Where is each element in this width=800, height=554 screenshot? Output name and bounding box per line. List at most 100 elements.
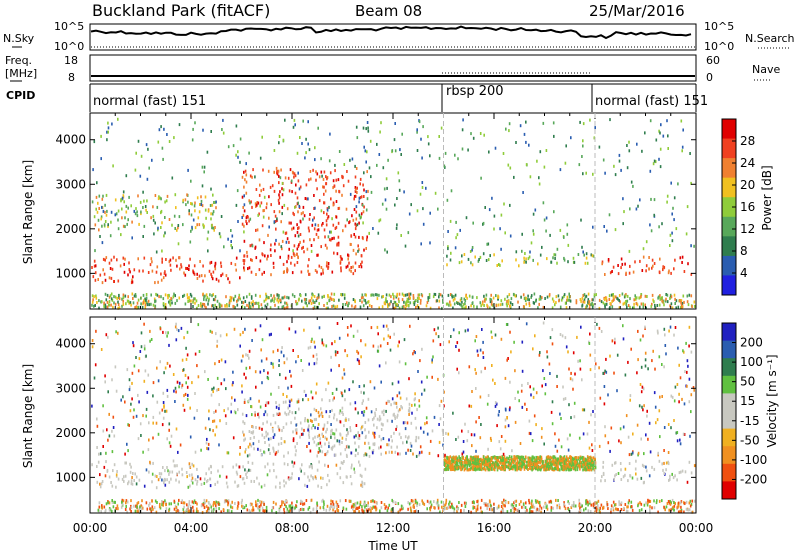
echo-cell xyxy=(254,302,256,305)
echo-cell xyxy=(673,218,675,222)
echo-cell xyxy=(476,507,479,511)
echo-cell xyxy=(191,138,194,142)
echo-cell xyxy=(620,266,622,270)
echo-cell xyxy=(609,271,612,275)
echo-cell xyxy=(388,400,391,404)
echo-cell xyxy=(190,213,193,217)
echo-cell xyxy=(210,217,212,221)
echo-cell xyxy=(440,500,443,504)
echo-cell xyxy=(259,183,261,187)
echo-cell xyxy=(278,508,281,512)
echo-cell xyxy=(393,300,396,304)
echo-cell xyxy=(283,361,286,365)
echo-cell xyxy=(444,151,447,155)
echo-cell xyxy=(491,508,494,512)
echo-cell xyxy=(136,301,139,305)
echo-cell xyxy=(354,186,357,189)
echo-cell xyxy=(404,435,407,439)
echo-cell xyxy=(106,138,108,142)
echo-cell xyxy=(128,195,130,199)
echo-cell xyxy=(355,217,358,221)
noise-left-tick-top: 10^5 xyxy=(54,20,84,33)
echo-cell xyxy=(523,465,525,469)
echo-cell xyxy=(249,468,252,472)
echo-cell xyxy=(592,172,594,176)
echo-cell xyxy=(277,300,280,304)
echo-cell xyxy=(636,142,638,146)
echo-cell xyxy=(654,160,657,164)
echo-cell xyxy=(104,210,106,214)
echo-cell xyxy=(188,462,191,466)
echo-cell xyxy=(307,226,310,230)
echo-cell xyxy=(590,456,593,460)
echo-cell xyxy=(162,276,165,280)
echo-cell xyxy=(453,465,456,469)
echo-cell xyxy=(504,231,506,235)
echo-cell xyxy=(690,510,693,514)
echo-cell xyxy=(210,471,212,475)
echo-cell xyxy=(314,475,317,479)
echo-cell xyxy=(122,499,125,503)
echo-cell xyxy=(91,303,93,307)
echo-cell xyxy=(230,229,232,232)
echo-cell xyxy=(323,192,325,196)
echo-cell xyxy=(342,506,345,510)
echo-cell xyxy=(373,505,375,509)
echo-cell xyxy=(363,145,365,149)
echo-cell xyxy=(450,251,452,255)
echo-cell xyxy=(273,189,276,193)
echo-cell xyxy=(546,460,549,464)
echo-cell xyxy=(609,302,611,306)
echo-cell xyxy=(474,455,476,459)
echo-cell xyxy=(464,302,466,306)
echo-cell xyxy=(689,499,692,503)
echo-cell xyxy=(233,305,235,309)
echo-cell xyxy=(499,303,502,307)
echo-cell xyxy=(541,461,544,465)
echo-cell xyxy=(192,505,194,509)
echo-cell xyxy=(99,482,101,486)
echo-cell xyxy=(404,306,407,310)
echo-cell xyxy=(437,506,440,510)
colorbar-swatch-2 xyxy=(722,158,736,179)
echo-cell xyxy=(272,429,274,433)
echo-cell xyxy=(131,220,133,224)
echo-cell xyxy=(267,254,269,258)
echo-cell xyxy=(403,190,405,194)
echo-cell xyxy=(101,205,103,209)
echo-cell xyxy=(164,469,166,473)
echo-cell xyxy=(176,299,178,303)
echo-cell xyxy=(505,460,508,464)
echo-cell xyxy=(188,502,190,506)
echo-cell xyxy=(256,203,258,207)
echo-cell xyxy=(508,461,511,465)
echo-cell xyxy=(277,198,280,202)
echo-cell xyxy=(564,301,567,305)
echo-cell xyxy=(555,460,557,464)
echo-cell xyxy=(246,295,248,299)
echo-cell xyxy=(174,193,177,197)
echo-cell xyxy=(183,293,186,297)
echo-cell xyxy=(313,194,315,197)
echo-cell xyxy=(133,479,135,482)
echo-cell xyxy=(426,421,428,425)
echo-cell xyxy=(470,261,472,265)
echo-cell xyxy=(401,132,403,136)
echo-cell xyxy=(231,246,233,250)
echo-cell xyxy=(367,397,370,401)
echo-cell xyxy=(454,293,457,297)
echo-cell xyxy=(300,499,302,503)
echo-cell xyxy=(205,472,207,476)
echo-cell xyxy=(326,427,328,431)
echo-cell xyxy=(315,178,317,182)
echo-cell xyxy=(585,252,588,256)
echo-cell xyxy=(294,123,296,127)
echo-cell xyxy=(301,299,303,303)
echo-cell xyxy=(490,467,492,471)
echo-cell xyxy=(390,507,393,511)
echo-cell xyxy=(665,461,668,465)
echo-cell xyxy=(355,424,358,427)
echo-cell xyxy=(249,305,251,308)
echo-cell xyxy=(367,504,369,508)
echo-cell xyxy=(332,179,335,183)
